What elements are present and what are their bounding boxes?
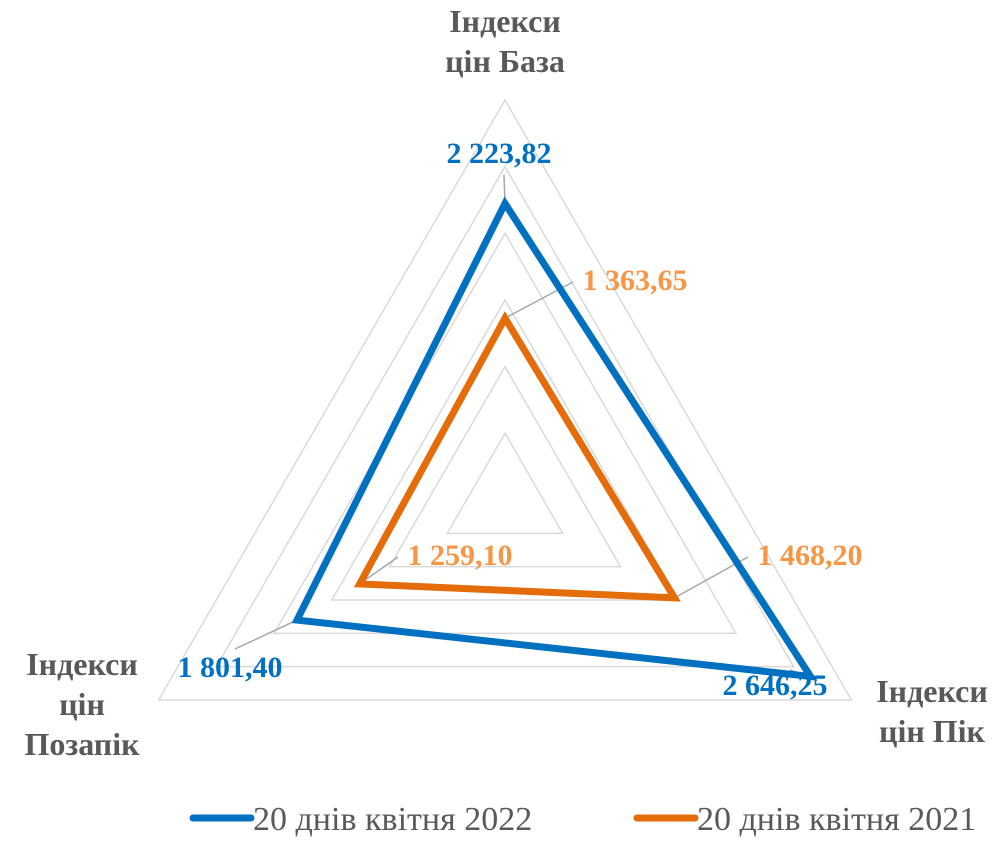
grid-ring bbox=[157, 98, 853, 701]
radar-grid bbox=[157, 98, 853, 701]
data-label: 2 223,82 bbox=[447, 137, 552, 170]
legend-label: 20 днів квітня 2021 bbox=[697, 801, 976, 838]
series-line-1 bbox=[291, 196, 818, 681]
data-label: 1 363,65 bbox=[583, 264, 688, 297]
data-labels: 2 223,82 2 646,25 1 801,40 1 363,65 1 468,20… bbox=[178, 137, 863, 702]
label-leader-lines bbox=[234, 174, 811, 678]
grid-ring bbox=[388, 365, 622, 568]
legend: 20 днів квітня 2022 20 днів квітня 2021 bbox=[189, 801, 976, 838]
grid-ring bbox=[215, 165, 795, 668]
data-label: 1 801,40 bbox=[178, 651, 283, 684]
grid-ring bbox=[445, 431, 565, 535]
series-line-2 bbox=[353, 311, 681, 602]
legend-label: 20 днів квітня 2022 bbox=[253, 801, 532, 838]
data-label: 1 259,10 bbox=[408, 539, 513, 572]
grid-ring bbox=[330, 298, 680, 601]
axis-label: Індекси цін Пік bbox=[876, 673, 988, 749]
legend-item-2: 20 днів квітня 2021 bbox=[633, 801, 976, 838]
radar-series bbox=[291, 196, 818, 681]
axis-label: Індекси цін База bbox=[445, 3, 565, 79]
leader-line bbox=[234, 619, 298, 650]
data-label: 2 646,25 bbox=[723, 669, 828, 702]
axis-label: Індекси цін Позапік bbox=[24, 646, 140, 762]
data-label: 1 468,20 bbox=[758, 539, 863, 572]
axis-labels: Індекси цін База Індекси цін Пік Індекси цін П… bbox=[24, 3, 987, 762]
legend-item-1: 20 днів квітня 2022 bbox=[189, 801, 532, 838]
